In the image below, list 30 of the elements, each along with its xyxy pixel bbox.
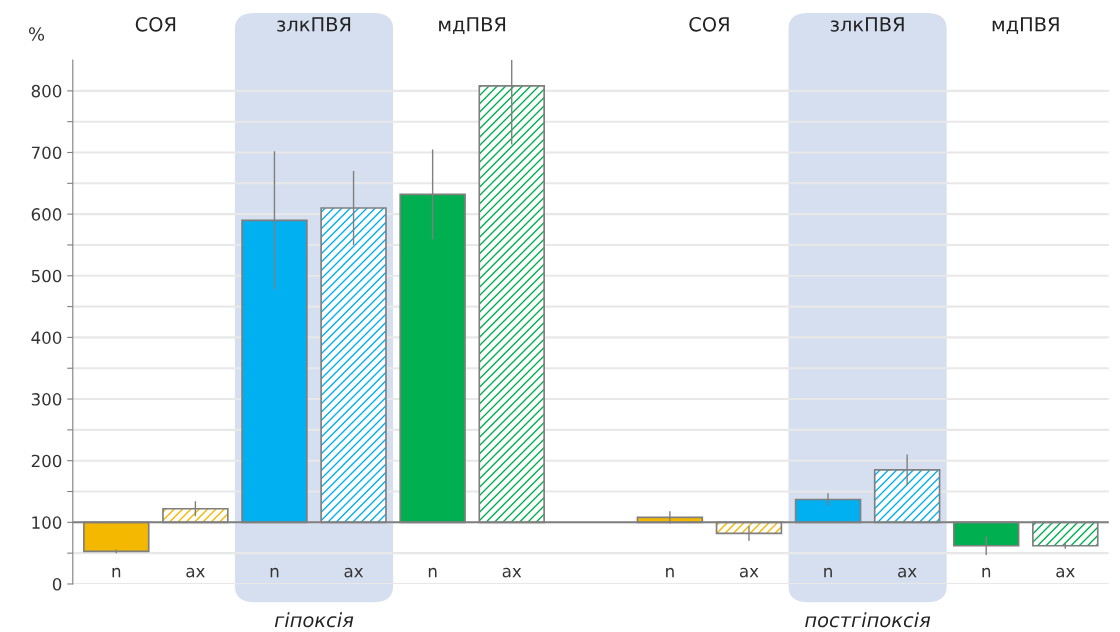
x-tick-label: ax: [1056, 567, 1075, 578]
text: постгіпоксія: [805, 612, 931, 628]
x-tick-label: ax: [898, 567, 917, 578]
y-tick-label: 200: [31, 454, 62, 468]
x-tick-label: ax: [502, 567, 522, 578]
text: СОЯ: [135, 16, 176, 32]
text: мдПВЯ: [992, 17, 1059, 35]
x-tick-label: n: [270, 567, 279, 578]
y-tick-label: 700: [31, 146, 62, 160]
y-tick-label: 300: [31, 393, 62, 406]
text: злкПВЯ: [277, 17, 351, 32]
x-tick-label: n: [824, 567, 832, 578]
x-tick-label: n: [112, 567, 121, 578]
x-tick-label: n: [982, 567, 991, 578]
x-tick-label: n: [428, 567, 437, 578]
y-tick-label: 100: [32, 516, 62, 529]
y-tick-label: 500: [31, 269, 62, 283]
x-tick-label: ax: [344, 567, 364, 578]
text: мдПВЯ: [439, 17, 506, 35]
x-tick-label: ax: [186, 567, 205, 578]
y-tick-label: 400: [31, 331, 62, 344]
y-tick-label: 600: [31, 208, 62, 221]
y-axis-title: %: [28, 27, 45, 41]
text: гіпоксія: [274, 612, 354, 628]
x-tick-label: ax: [739, 567, 759, 578]
text: СОЯ: [689, 16, 729, 32]
text: злкПВЯ: [830, 17, 904, 32]
y-tick-label: 0: [52, 577, 62, 591]
x-tick-label: n: [666, 567, 674, 578]
y-tick-label: 800: [31, 84, 62, 98]
